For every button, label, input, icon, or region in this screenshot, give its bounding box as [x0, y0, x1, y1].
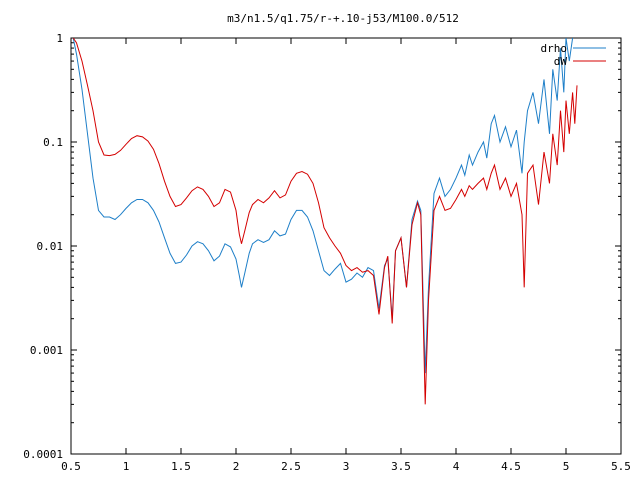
x-tick-label: 1 — [123, 460, 130, 473]
y-tick-label: 0.0001 — [23, 448, 63, 461]
x-tick-label: 1.5 — [171, 460, 191, 473]
y-tick-label: 1 — [56, 32, 63, 45]
x-tick-label: 3.5 — [391, 460, 411, 473]
series-layer — [72, 38, 578, 405]
y-tick-label: 0.1 — [43, 136, 63, 149]
x-tick-label: 5.5 — [611, 460, 631, 473]
y-tick-label: 0.01 — [37, 240, 64, 253]
series-line-dW — [72, 38, 578, 405]
series-line-drho — [72, 38, 574, 374]
y-tick-label: 0.001 — [30, 344, 63, 357]
legend-label: dW — [554, 55, 568, 68]
axes: 0.5 1 1.5 2 2.5 3 3.5 4 4.5 5 5.5 1 0.1 0.01 0.001 0.00… — [23, 32, 631, 473]
x-tick-label: 3 — [343, 460, 350, 473]
x-tick-label: 2 — [233, 460, 240, 473]
x-tick-label: 4.5 — [501, 460, 521, 473]
x-tick-label: 0.5 — [61, 460, 81, 473]
legend-label: drho — [541, 42, 568, 55]
x-tick-label: 4 — [453, 460, 460, 473]
x-tick-label: 2.5 — [281, 460, 301, 473]
x-tick-label: 5 — [563, 460, 570, 473]
chart-title: m3/n1.5/q1.75/r-+.10-j53/M100.0/512 — [227, 12, 459, 25]
